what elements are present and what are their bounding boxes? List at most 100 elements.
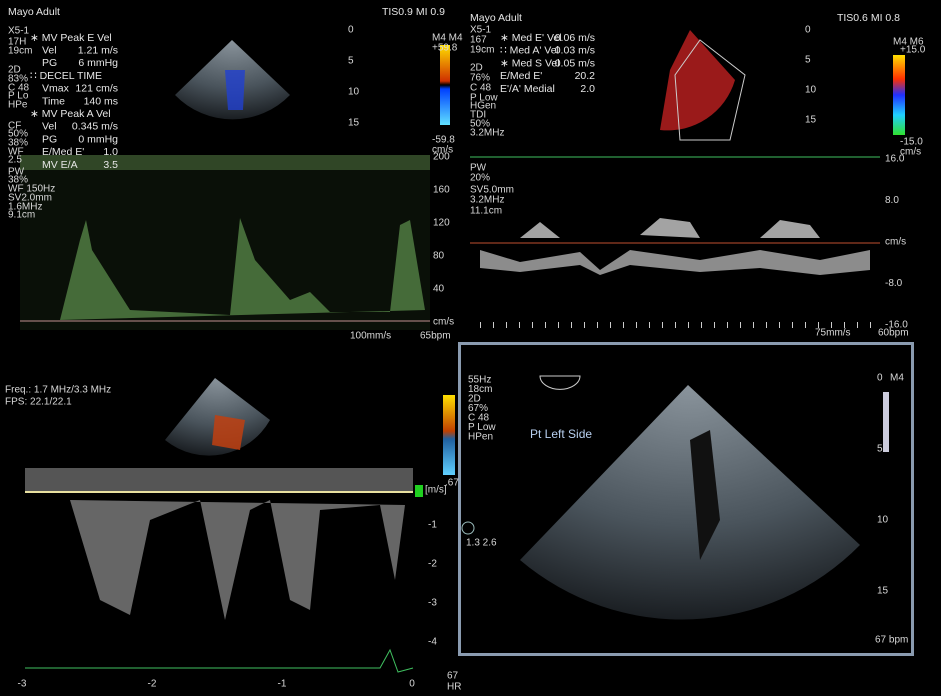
label: 6 mmHg (78, 57, 118, 69)
label: [m/s] (425, 485, 447, 496)
label: 10 (877, 515, 889, 526)
label: 120 (433, 218, 450, 229)
label: 140 ms (84, 95, 118, 107)
label: 80 (433, 251, 445, 262)
label: 20.2 (575, 70, 596, 82)
label: +59.8 (432, 43, 458, 54)
label: SV2.0mm (8, 193, 52, 204)
label: cm/s (885, 237, 906, 248)
label: 0 (409, 679, 415, 690)
label: ∗ MV Peak A Vel (30, 108, 111, 120)
label: cm/s (900, 147, 921, 158)
label: -59.8 (432, 135, 455, 146)
gray-bar (883, 392, 889, 452)
label: ∗ Med E' Vel (500, 32, 562, 44)
label: 65bpm (420, 331, 451, 342)
label: 16.0 (885, 154, 905, 165)
label: MV E/A (42, 159, 78, 171)
label: 5 (348, 56, 354, 67)
label: P Low (468, 422, 496, 433)
label: Freq.: 1.7 MHz/3.3 MHz (5, 385, 111, 396)
label: M4 M4 (432, 33, 463, 44)
label: -3 (18, 679, 27, 690)
orientation-icon (461, 521, 475, 535)
label: 5 (805, 55, 811, 66)
label: E/Med E' (500, 70, 542, 82)
label: -2 (148, 679, 157, 690)
label: 18cm (468, 384, 492, 395)
label: -1 (428, 520, 437, 531)
label: 160 (433, 185, 450, 196)
label: ∷ DECEL TIME (30, 70, 102, 82)
label: P Low (470, 93, 498, 104)
label: 60bpm (878, 328, 909, 339)
label: C 48 (8, 83, 30, 94)
label: X5-1 (470, 25, 492, 36)
label: 11.1cm (470, 206, 502, 217)
label: cm/s (433, 317, 454, 328)
label: 200 (433, 152, 450, 163)
label: -16.0 (885, 320, 908, 331)
label: 10 (348, 87, 360, 98)
label: TIS0.9 MI 0.9 (382, 6, 445, 18)
label: 5 (877, 444, 883, 455)
label: .67 (445, 478, 459, 489)
label: 0.345 m/s (72, 121, 118, 133)
label: FPS: 22.1/22.1 (5, 397, 72, 408)
label: 0.06 m/s (555, 32, 595, 44)
label: HPen (468, 432, 493, 443)
label: P Lo (8, 91, 29, 102)
label: HGen (470, 101, 496, 112)
label: 75mm/s (815, 328, 851, 339)
label: M4 M6 (893, 37, 924, 48)
label: E/Med E' (42, 146, 84, 158)
label: 67% (468, 403, 488, 414)
label: 0 (805, 25, 811, 36)
label: TDI (470, 110, 486, 121)
label: X5-1 (8, 26, 30, 37)
label: -4 (428, 637, 437, 648)
label: Mayo Adult (470, 12, 522, 24)
color-bar (440, 45, 450, 125)
label: 0 (877, 373, 883, 384)
color-flow (225, 70, 245, 110)
label: -1 (278, 679, 287, 690)
label: PW (470, 163, 487, 174)
label: 15 (348, 118, 360, 129)
label: 67 (447, 671, 459, 682)
label: PW (8, 167, 25, 178)
color-bar (893, 55, 905, 135)
label: 17H (8, 37, 26, 48)
label: 67 bpm (875, 635, 908, 646)
label: 1.6MHz (8, 202, 42, 213)
sector-outline (674, 39, 746, 141)
label: 2.0 (580, 83, 595, 95)
label: -15.0 (900, 137, 923, 148)
label: 19cm (8, 46, 32, 57)
label: 167 (470, 35, 487, 46)
label: Vel (42, 44, 57, 56)
doppler-noise (20, 155, 430, 170)
label: HR (447, 682, 461, 693)
label: WF 150Hz (8, 184, 55, 195)
label: Vel (42, 121, 57, 133)
label: 83% (8, 74, 28, 85)
label: 8.0 (885, 195, 899, 206)
label: 76% (470, 73, 490, 84)
label: 10 (805, 85, 817, 96)
label: cm/s (432, 145, 453, 156)
label: +15.0 (900, 45, 926, 56)
label: Mayo Adult (8, 6, 60, 18)
label: ∗ MV Peak E Vel (30, 32, 112, 44)
label: 1.0 (103, 146, 118, 158)
sector-image (520, 385, 860, 620)
label: 55Hz (468, 375, 491, 386)
label: ∗ Med S Vel (500, 57, 560, 69)
color-flow (212, 415, 245, 450)
label: 50% (470, 119, 490, 130)
label: 38% (8, 138, 28, 149)
label: 121 cm/s (75, 83, 118, 95)
probe-icon (539, 375, 581, 390)
